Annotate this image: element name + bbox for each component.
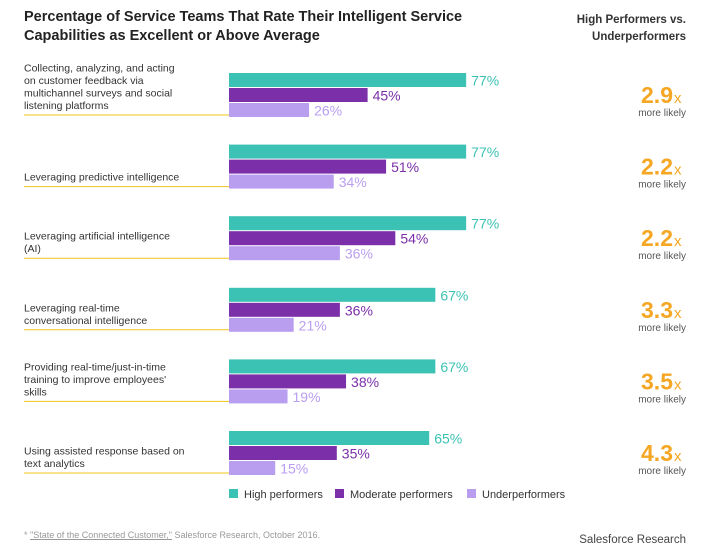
brand-label: Salesforce Research bbox=[579, 534, 686, 546]
value-label-moderate: 51% bbox=[391, 159, 419, 175]
value-label-moderate: 54% bbox=[400, 231, 428, 247]
legend-swatch-moderate bbox=[335, 489, 344, 498]
bar-high bbox=[229, 287, 436, 302]
multiplier-note: more likely bbox=[638, 180, 686, 191]
multiplier-value: 4.3 bbox=[641, 440, 673, 466]
multiplier-value: 3.5 bbox=[641, 368, 673, 394]
category-label: Leveraging predictive intelligence bbox=[24, 172, 179, 184]
value-label-moderate: 35% bbox=[342, 446, 370, 462]
multiplier-suffix: x bbox=[674, 448, 682, 465]
value-label-under: 15% bbox=[280, 461, 308, 477]
bar-moderate bbox=[229, 88, 368, 102]
bar-high bbox=[229, 73, 467, 87]
bar-high bbox=[229, 216, 467, 231]
value-label-moderate: 38% bbox=[351, 374, 379, 390]
category-label: Collecting, analyzing, and acting on cust… bbox=[24, 63, 175, 113]
legend-swatch-under bbox=[467, 489, 476, 498]
bar-moderate bbox=[229, 302, 340, 317]
category-label: Leveraging artificial intelligence (AI) bbox=[24, 231, 170, 256]
multiplier-suffix: x bbox=[674, 162, 682, 179]
category-label: Using assisted response based on text ana… bbox=[24, 446, 185, 471]
bar-moderate bbox=[229, 231, 396, 246]
multiplier-note: more likely bbox=[638, 394, 686, 405]
bar-under bbox=[229, 246, 340, 261]
bar-high bbox=[229, 144, 467, 159]
bar-under bbox=[229, 174, 334, 189]
multiplier-note: more likely bbox=[638, 108, 686, 119]
legend-label-high: High performers bbox=[244, 489, 323, 501]
bar-under bbox=[229, 389, 288, 404]
value-label-under: 19% bbox=[293, 389, 321, 405]
multiplier-suffix: x bbox=[674, 305, 682, 322]
value-label-high: 67% bbox=[440, 287, 468, 303]
multiplier-value: 3.3 bbox=[641, 297, 673, 323]
category-label: Providing real-time/just-in-time training… bbox=[24, 361, 166, 398]
multiplier-suffix: x bbox=[674, 90, 682, 107]
category-label: Leveraging real-time conversational intel… bbox=[24, 302, 147, 327]
value-label-under: 36% bbox=[345, 246, 373, 262]
value-label-high: 65% bbox=[434, 431, 462, 447]
footnote-source-link[interactable]: "State of the Connected Customer," bbox=[30, 530, 172, 540]
value-label-under: 21% bbox=[299, 317, 327, 333]
value-label-high: 77% bbox=[471, 73, 499, 89]
comparison-header: High Performers vs. Underperformers bbox=[576, 14, 686, 43]
value-label-moderate: 36% bbox=[345, 302, 373, 318]
footnote: * "State of the Connected Customer," Sal… bbox=[24, 530, 320, 540]
bar-under bbox=[229, 317, 294, 332]
multiplier-note: more likely bbox=[638, 466, 686, 477]
value-label-high: 67% bbox=[440, 359, 468, 375]
multiplier-suffix: x bbox=[674, 376, 682, 393]
footnote-prefix: * bbox=[24, 530, 31, 540]
footnote-text: Salesforce Research, October 2016. bbox=[172, 530, 321, 540]
legend-label-under: Underperformers bbox=[482, 489, 566, 501]
multiplier-suffix: x bbox=[674, 233, 682, 250]
bar-moderate bbox=[229, 446, 337, 460]
bar-moderate bbox=[229, 159, 387, 174]
multiplier-note: more likely bbox=[638, 323, 686, 334]
value-label-under: 26% bbox=[314, 103, 342, 119]
value-label-under: 34% bbox=[339, 174, 367, 190]
multiplier-value: 2.2 bbox=[641, 154, 673, 180]
bar-under bbox=[229, 461, 276, 475]
bar-under bbox=[229, 103, 310, 117]
bar-high bbox=[229, 431, 430, 445]
value-label-high: 77% bbox=[471, 216, 499, 232]
value-label-high: 77% bbox=[471, 144, 499, 160]
legend-label-moderate: Moderate performers bbox=[350, 489, 453, 501]
multiplier-note: more likely bbox=[638, 251, 686, 262]
bar-high bbox=[229, 359, 436, 374]
bar-moderate bbox=[229, 374, 347, 389]
legend-swatch-high bbox=[229, 489, 238, 498]
value-label-moderate: 45% bbox=[373, 88, 401, 104]
multiplier-value: 2.9 bbox=[641, 82, 673, 108]
chart-title: Percentage of Service Teams That Rate Th… bbox=[24, 9, 463, 44]
multiplier-value: 2.2 bbox=[641, 225, 673, 251]
